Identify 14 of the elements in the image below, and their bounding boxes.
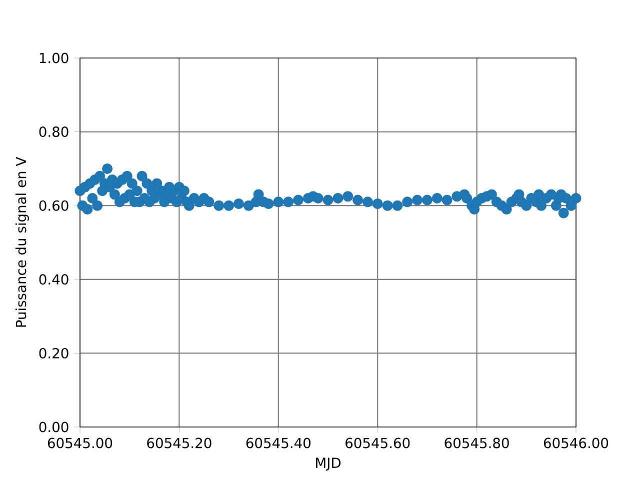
y-tick-label: 0.20 bbox=[39, 348, 68, 358]
x-tick-label: 60545.80 bbox=[444, 438, 509, 448]
x-tick-label: 60545.20 bbox=[147, 438, 212, 448]
y-axis-title: Puissance du signal en V bbox=[15, 156, 29, 327]
x-tick-label: 60545.60 bbox=[346, 438, 410, 448]
y-tick-label: 0.60 bbox=[39, 200, 68, 211]
y-tick-label: 0.00 bbox=[39, 422, 68, 432]
x-axis-title: MJD bbox=[316, 458, 341, 471]
y-tick-label: 0.40 bbox=[39, 274, 68, 285]
x-tick-label: 60545.40 bbox=[246, 438, 310, 448]
y-tick-label: 1.00 bbox=[40, 52, 68, 64]
x-tick-label: 60546.00 bbox=[544, 438, 608, 448]
y-tick-label: 0.80 bbox=[39, 126, 68, 138]
x-tick-label: 60545.00 bbox=[48, 438, 112, 448]
